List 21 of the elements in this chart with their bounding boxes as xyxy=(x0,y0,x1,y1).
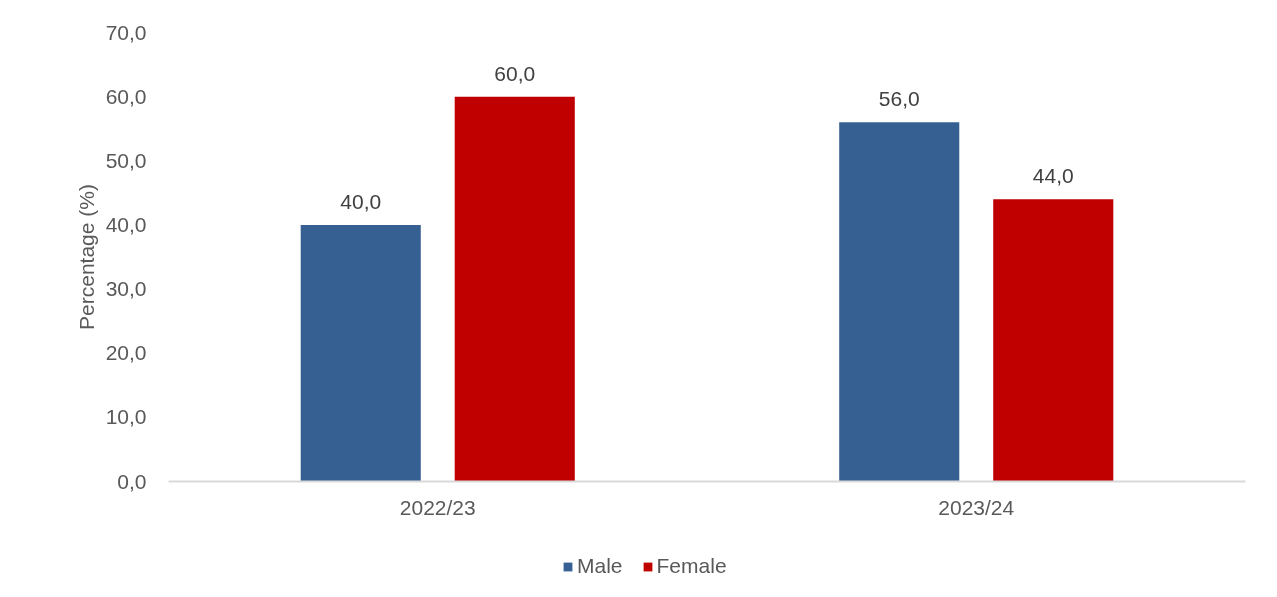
data-label: 44,0 xyxy=(1032,164,1074,188)
data-label: 56,0 xyxy=(878,87,920,111)
data-label: 60,0 xyxy=(494,61,536,85)
y-tick-label: 60,0 xyxy=(105,84,147,108)
bar xyxy=(300,224,421,482)
y-tick-label: 40,0 xyxy=(105,212,147,236)
x-tick-label: 2023/24 xyxy=(938,495,1015,519)
y-tick-label: 70,0 xyxy=(105,20,147,44)
x-tick-label: 2022/23 xyxy=(399,495,476,519)
y-axis-title: Percentage (%) xyxy=(74,184,98,330)
y-tick-label: 0,0 xyxy=(117,469,147,493)
data-label: 40,0 xyxy=(340,189,382,213)
bar xyxy=(993,199,1114,482)
y-tick-label: 50,0 xyxy=(105,148,147,172)
legend-label: Male xyxy=(577,554,623,578)
y-tick-label: 30,0 xyxy=(105,277,147,301)
bar xyxy=(839,122,960,482)
legend-label: Female xyxy=(656,554,727,578)
y-tick-label: 20,0 xyxy=(105,341,147,365)
bar xyxy=(454,96,575,482)
y-tick-label: 10,0 xyxy=(105,405,147,429)
